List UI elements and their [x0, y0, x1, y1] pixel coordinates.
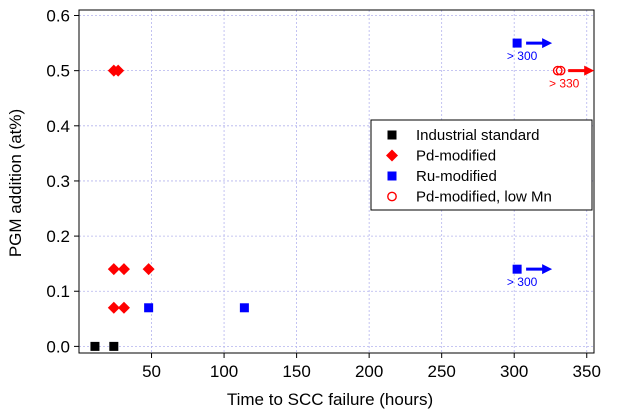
axis-ticks: 50 100 150 200 250 300 350 0.0 0.1 0.2 0.3 0.4 0.5 0.…	[46, 7, 601, 381]
y-tick-label: 0.2	[46, 227, 70, 246]
x-tick-label: 250	[427, 362, 455, 381]
legend-label: Pd-modified, low Mn	[416, 189, 552, 206]
annotation-arrow-head	[542, 264, 553, 275]
x-tick-label: 300	[500, 362, 528, 381]
data-point-ru-modified	[144, 303, 154, 313]
annotation-label: > 330	[549, 77, 580, 91]
legend-label: Industrial standard	[416, 127, 539, 144]
y-tick-label: 0.3	[46, 172, 70, 191]
annotation-label: > 300	[507, 49, 538, 63]
annotation-label: > 300	[507, 275, 538, 289]
plot-frame	[78, 9, 595, 354]
legend-marker	[387, 130, 397, 140]
y-tick-label: 0.5	[46, 62, 70, 81]
data-point-pd-modified	[117, 263, 130, 276]
legend-marker	[387, 171, 397, 181]
data-point-pd-modified	[112, 64, 125, 77]
y-tick-label: 0.0	[46, 337, 70, 356]
x-tick-label: 50	[142, 362, 161, 381]
y-tick-label: 0.6	[46, 7, 70, 26]
legend-marker	[386, 149, 398, 162]
x-tick-label: 350	[573, 362, 601, 381]
annotation-arrow-head	[542, 38, 553, 49]
x-axis-title: Time to SCC failure (hours)	[227, 390, 433, 409]
legend-label: Ru-modified	[416, 168, 497, 185]
data-point-pd-modified-low-mn	[552, 65, 563, 76]
y-axis-title: PGM addition (at%)	[6, 109, 25, 257]
legend-box	[370, 119, 593, 211]
x-tick-label: 150	[282, 362, 310, 381]
data-point-pd-modified	[107, 301, 120, 314]
data-point-ru-modified	[239, 303, 249, 313]
data-point-pd-modified	[107, 263, 120, 276]
legend-marker	[387, 191, 397, 202]
data-point-ru-modified	[512, 38, 522, 48]
data-marks	[90, 38, 566, 351]
data-point-pd-modified-low-mn	[555, 65, 566, 76]
annotations: > 300 > 300 > 330	[507, 38, 595, 289]
y-tick-label: 0.1	[46, 282, 70, 301]
x-tick-label: 100	[210, 362, 238, 381]
legend: Industrial standard Pd-modified Ru-modifie…	[370, 119, 593, 211]
data-point-ru-modified	[512, 264, 522, 274]
data-point-pd-modified	[117, 301, 130, 314]
data-point-industrial-standard	[109, 341, 119, 351]
y-tick-label: 0.4	[46, 117, 70, 136]
x-tick-label: 200	[355, 362, 383, 381]
data-point-pd-modified	[142, 263, 155, 276]
legend-label: Pd-modified	[416, 148, 496, 165]
data-point-industrial-standard	[90, 341, 100, 351]
annotation-arrow-head	[584, 65, 595, 76]
